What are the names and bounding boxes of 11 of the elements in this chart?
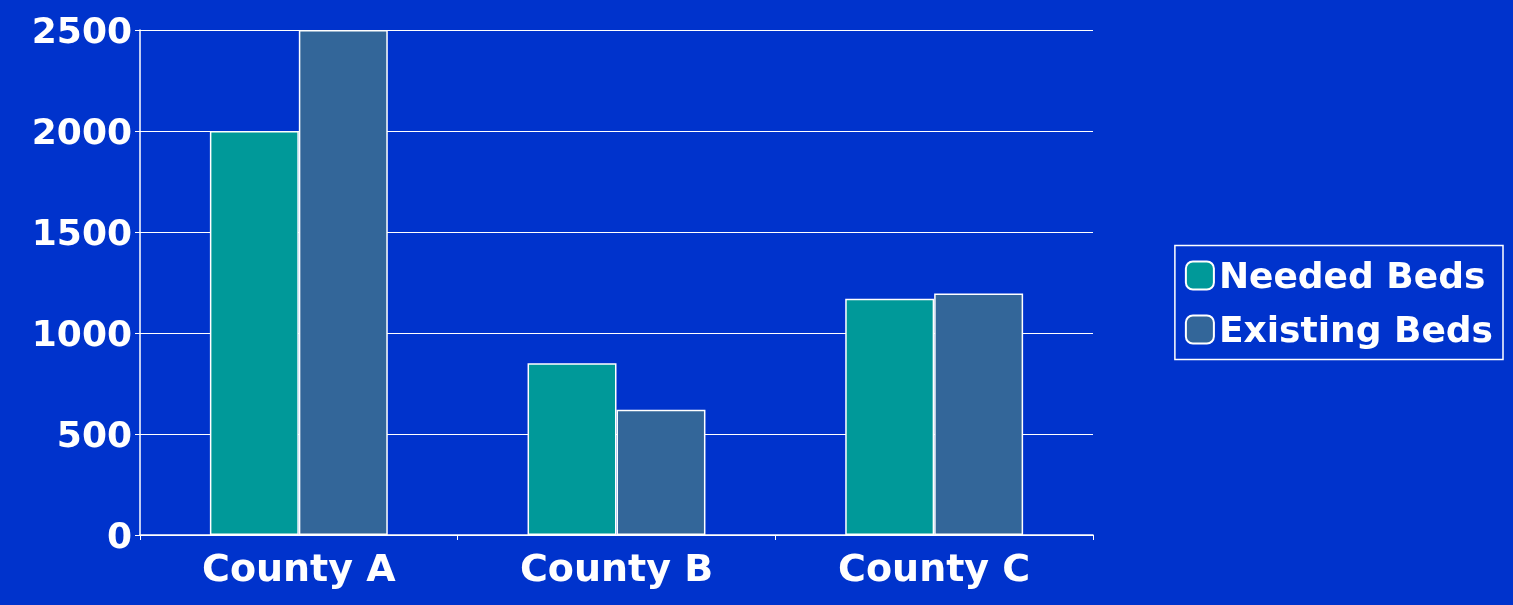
legend-label: Existing Beds bbox=[1218, 309, 1494, 350]
x-tick-label: County C bbox=[838, 546, 1031, 590]
y-tick-label: 500 bbox=[56, 413, 132, 455]
x-tick-label: County B bbox=[519, 546, 714, 590]
y-tick-label: 2500 bbox=[31, 9, 132, 51]
x-tick-label: County A bbox=[201, 546, 397, 590]
y-tick-label: 1500 bbox=[31, 211, 132, 253]
legend-label: Needed Beds bbox=[1218, 255, 1486, 296]
y-tick-label: 0 bbox=[106, 514, 132, 556]
y-tick-label: 2000 bbox=[31, 110, 132, 152]
y-tick-label: 1000 bbox=[31, 312, 132, 354]
